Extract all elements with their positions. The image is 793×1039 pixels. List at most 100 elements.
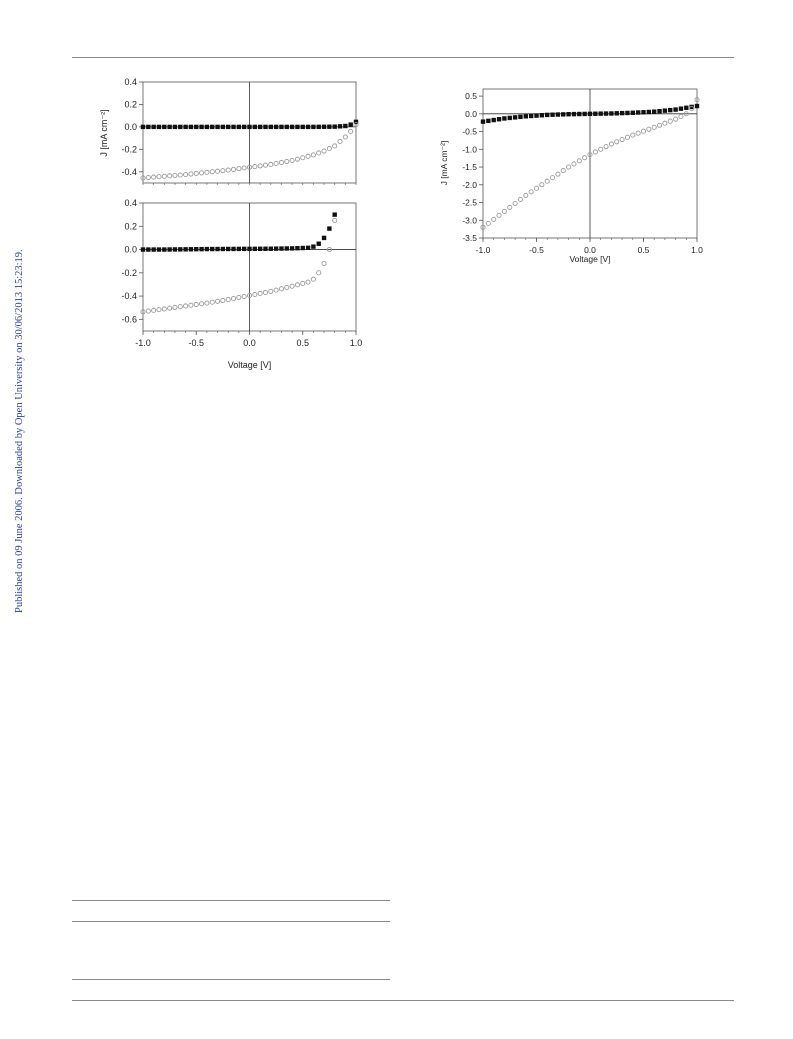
- data-point-square: [353, 119, 359, 125]
- data-point-circle: [603, 144, 609, 150]
- data-point-square: [263, 124, 268, 130]
- data-point-square: [305, 245, 311, 250]
- data-point-circle: [172, 304, 178, 310]
- data-point-square: [545, 112, 550, 118]
- y-tick-label: -3.0: [462, 215, 477, 225]
- data-point-circle: [246, 164, 253, 170]
- data-point-square: [273, 246, 279, 251]
- data-point-square: [146, 247, 151, 252]
- data-point-circle: [151, 174, 157, 180]
- data-point-circle: [209, 169, 215, 175]
- data-point-square: [609, 111, 614, 116]
- data-point-square: [512, 115, 518, 120]
- y-tick-label: 0.0: [124, 122, 137, 132]
- data-point-circle: [183, 303, 189, 309]
- data-point-square: [268, 124, 273, 130]
- data-point-square: [561, 112, 566, 117]
- y-tick-label: 0.0: [465, 109, 477, 119]
- data-point-circle: [177, 304, 183, 310]
- data-point-circle: [300, 155, 306, 161]
- data-point-square: [662, 108, 668, 113]
- data-point-circle: [167, 305, 173, 311]
- data-point-circle: [289, 158, 295, 164]
- data-point-square: [231, 246, 236, 252]
- data-point-square: [491, 117, 496, 123]
- data-point-circle: [321, 148, 327, 154]
- data-point-square: [678, 106, 684, 111]
- data-point-square: [252, 124, 258, 130]
- data-point-square: [183, 247, 188, 252]
- data-point-circle: [512, 200, 518, 206]
- data-point-circle: [635, 130, 641, 136]
- data-point-circle: [657, 122, 663, 128]
- data-point-circle: [485, 220, 491, 226]
- data-point-circle: [183, 172, 189, 178]
- y-tick-label: -0.6: [121, 314, 137, 324]
- data-point-circle: [172, 172, 178, 178]
- data-point-square: [279, 246, 284, 251]
- y-tick-label: 0.5: [465, 91, 477, 101]
- data-point-circle: [316, 150, 322, 156]
- y-tick-label: -0.5: [462, 127, 477, 137]
- data-point-square: [305, 124, 311, 130]
- data-point-square: [226, 246, 231, 252]
- data-point-circle: [241, 293, 247, 300]
- data-point-square: [140, 124, 146, 130]
- data-point-circle: [161, 306, 167, 312]
- data-point-circle: [348, 128, 354, 134]
- data-point-square: [284, 246, 289, 251]
- data-point-circle: [619, 137, 625, 143]
- y-tick-label: 0.0: [124, 245, 137, 255]
- data-point-square: [598, 111, 603, 116]
- data-point-square: [295, 124, 300, 130]
- data-point-square: [571, 111, 577, 117]
- data-point-circle: [236, 294, 242, 301]
- footnote-rule-2: [72, 921, 390, 922]
- data-point-circle: [151, 307, 157, 313]
- data-point-square: [502, 116, 507, 121]
- data-point-circle: [694, 97, 700, 103]
- data-point-square: [625, 110, 630, 116]
- x-tick-label: 0.0: [243, 338, 256, 348]
- data-point-square: [247, 246, 252, 252]
- data-point-square: [311, 124, 316, 130]
- data-point-square: [204, 246, 210, 252]
- data-point-square: [295, 245, 300, 251]
- chart-3: 0.5 0.0 -0.5 -1.0 -1.5 -2.0 -2.5 -3.0 -3.5 -1.0 -0…: [439, 88, 703, 264]
- data-point-square: [480, 119, 486, 124]
- data-point-square: [327, 226, 332, 231]
- data-point-circle: [193, 301, 199, 308]
- data-point-square: [652, 109, 657, 114]
- data-point-circle: [480, 224, 486, 230]
- x-tick-label: -1.0: [135, 338, 151, 348]
- data-point-circle: [582, 155, 588, 161]
- data-point-circle: [161, 173, 167, 179]
- data-point-circle: [199, 301, 205, 307]
- data-point-circle: [145, 174, 151, 181]
- data-point-circle: [252, 164, 258, 170]
- data-point-square: [241, 124, 247, 130]
- data-point-square: [539, 113, 545, 118]
- data-point-circle: [640, 128, 647, 134]
- data-point-square: [178, 247, 183, 252]
- data-point-circle: [321, 260, 327, 267]
- data-point-square: [252, 246, 258, 252]
- data-point-square: [587, 111, 593, 117]
- data-point-square: [204, 124, 210, 130]
- data-point-circle: [241, 165, 247, 171]
- data-point-square: [194, 124, 199, 130]
- data-point-square: [172, 124, 178, 130]
- data-point-square: [300, 245, 305, 251]
- data-point-circle: [262, 162, 269, 168]
- data-point-circle: [214, 168, 221, 174]
- data-point-circle: [262, 289, 269, 296]
- data-point-square: [167, 124, 172, 130]
- data-point-circle: [310, 276, 316, 282]
- data-point-circle: [209, 299, 215, 305]
- data-point-circle: [305, 279, 311, 285]
- data-point-square: [582, 111, 587, 117]
- data-point-circle: [528, 189, 534, 195]
- data-point-circle: [294, 156, 300, 162]
- data-point-circle: [646, 126, 652, 132]
- data-point-circle: [300, 280, 306, 287]
